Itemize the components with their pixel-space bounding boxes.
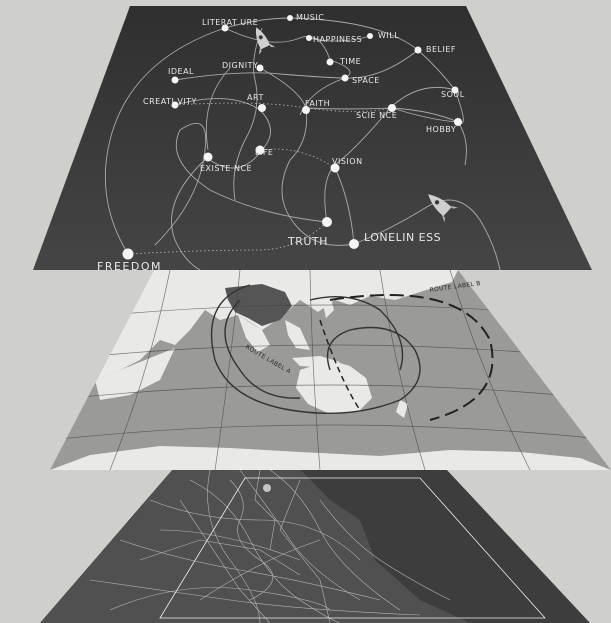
world-map-layer: ROUTE LABEL A ROUTE LABEL B (50, 270, 611, 470)
svg-text:WILL: WILL (378, 31, 399, 40)
land-mass (40, 469, 470, 623)
rocket-icon (428, 194, 458, 223)
svg-text:FREEDOM: FREEDOM (97, 260, 162, 273)
concept-node-literature: LITERAT URE (202, 18, 258, 32)
concept-node-existence: EXISTE NCE (200, 152, 252, 173)
concept-node-creativity: CREATI VITY (143, 97, 197, 109)
concept-node-happiness: HAPPINESS (306, 35, 362, 44)
route-loop-1 (210, 284, 421, 415)
concept-map-layer: MUSIC LITERAT URE HAPPINESS WILL BELIEF … (33, 6, 592, 273)
svg-text:LONELIN ESS: LONELIN ESS (364, 231, 441, 244)
svg-text:LITERAT URE: LITERAT URE (202, 18, 258, 27)
svg-text:VISION: VISION (332, 157, 363, 166)
street-map-layer (40, 469, 590, 623)
concept-node-music: MUSIC (287, 13, 324, 22)
highlighted-country (225, 284, 292, 326)
concept-node-belief: BELIEF (414, 45, 456, 54)
concept-node-freedom: FREEDOM (97, 248, 162, 273)
svg-text:HAPPINESS: HAPPINESS (313, 35, 362, 44)
concept-node-space: SPACE (341, 74, 380, 85)
svg-text:BELIEF: BELIEF (426, 45, 456, 54)
svg-text:HOBBY: HOBBY (426, 125, 456, 134)
concept-node-will: WILL (367, 31, 399, 40)
concept-node-ideal: IDEAL (168, 67, 194, 84)
concept-node-time: TIME (326, 57, 361, 66)
concept-node-hobby: HOBBY (426, 118, 462, 134)
concept-node-vision: VISION (330, 157, 363, 173)
route-dashed (329, 294, 494, 421)
svg-text:LIFE: LIFE (255, 148, 273, 157)
street-network (40, 469, 546, 623)
map-frame (159, 477, 546, 619)
svg-text:FAITH: FAITH (305, 99, 330, 108)
connection-curves (104, 17, 501, 271)
svg-text:TIME: TIME (339, 57, 361, 66)
svg-text:SCIE NCE: SCIE NCE (356, 111, 397, 120)
rocket-icon (255, 27, 276, 55)
concept-node-soul: SOUL (441, 86, 465, 99)
svg-text:IDEAL: IDEAL (168, 67, 194, 76)
svg-text:MUSIC: MUSIC (296, 13, 324, 22)
svg-text:SPACE: SPACE (352, 76, 380, 85)
svg-text:SOUL: SOUL (441, 90, 465, 99)
concept-node-art: ART (247, 93, 266, 112)
concept-node-science: SCIE NCE (356, 104, 397, 120)
svg-text:ART: ART (247, 93, 264, 102)
concept-node-truth: TRUTH (287, 217, 332, 248)
svg-text:CREATI VITY: CREATI VITY (143, 97, 197, 106)
concept-node-faith: FAITH (302, 99, 330, 114)
concept-node-loneliness: LONELIN ESS (349, 231, 441, 249)
concept-node-dignity: DIGNITY (222, 61, 264, 72)
concept-node-life: LIFE (255, 145, 273, 157)
svg-text:TRUTH: TRUTH (287, 235, 328, 248)
svg-text:DIGNITY: DIGNITY (222, 61, 258, 70)
svg-text:EXISTE NCE: EXISTE NCE (200, 164, 252, 173)
antarctica-land (50, 446, 611, 470)
concept-panel (33, 6, 592, 270)
